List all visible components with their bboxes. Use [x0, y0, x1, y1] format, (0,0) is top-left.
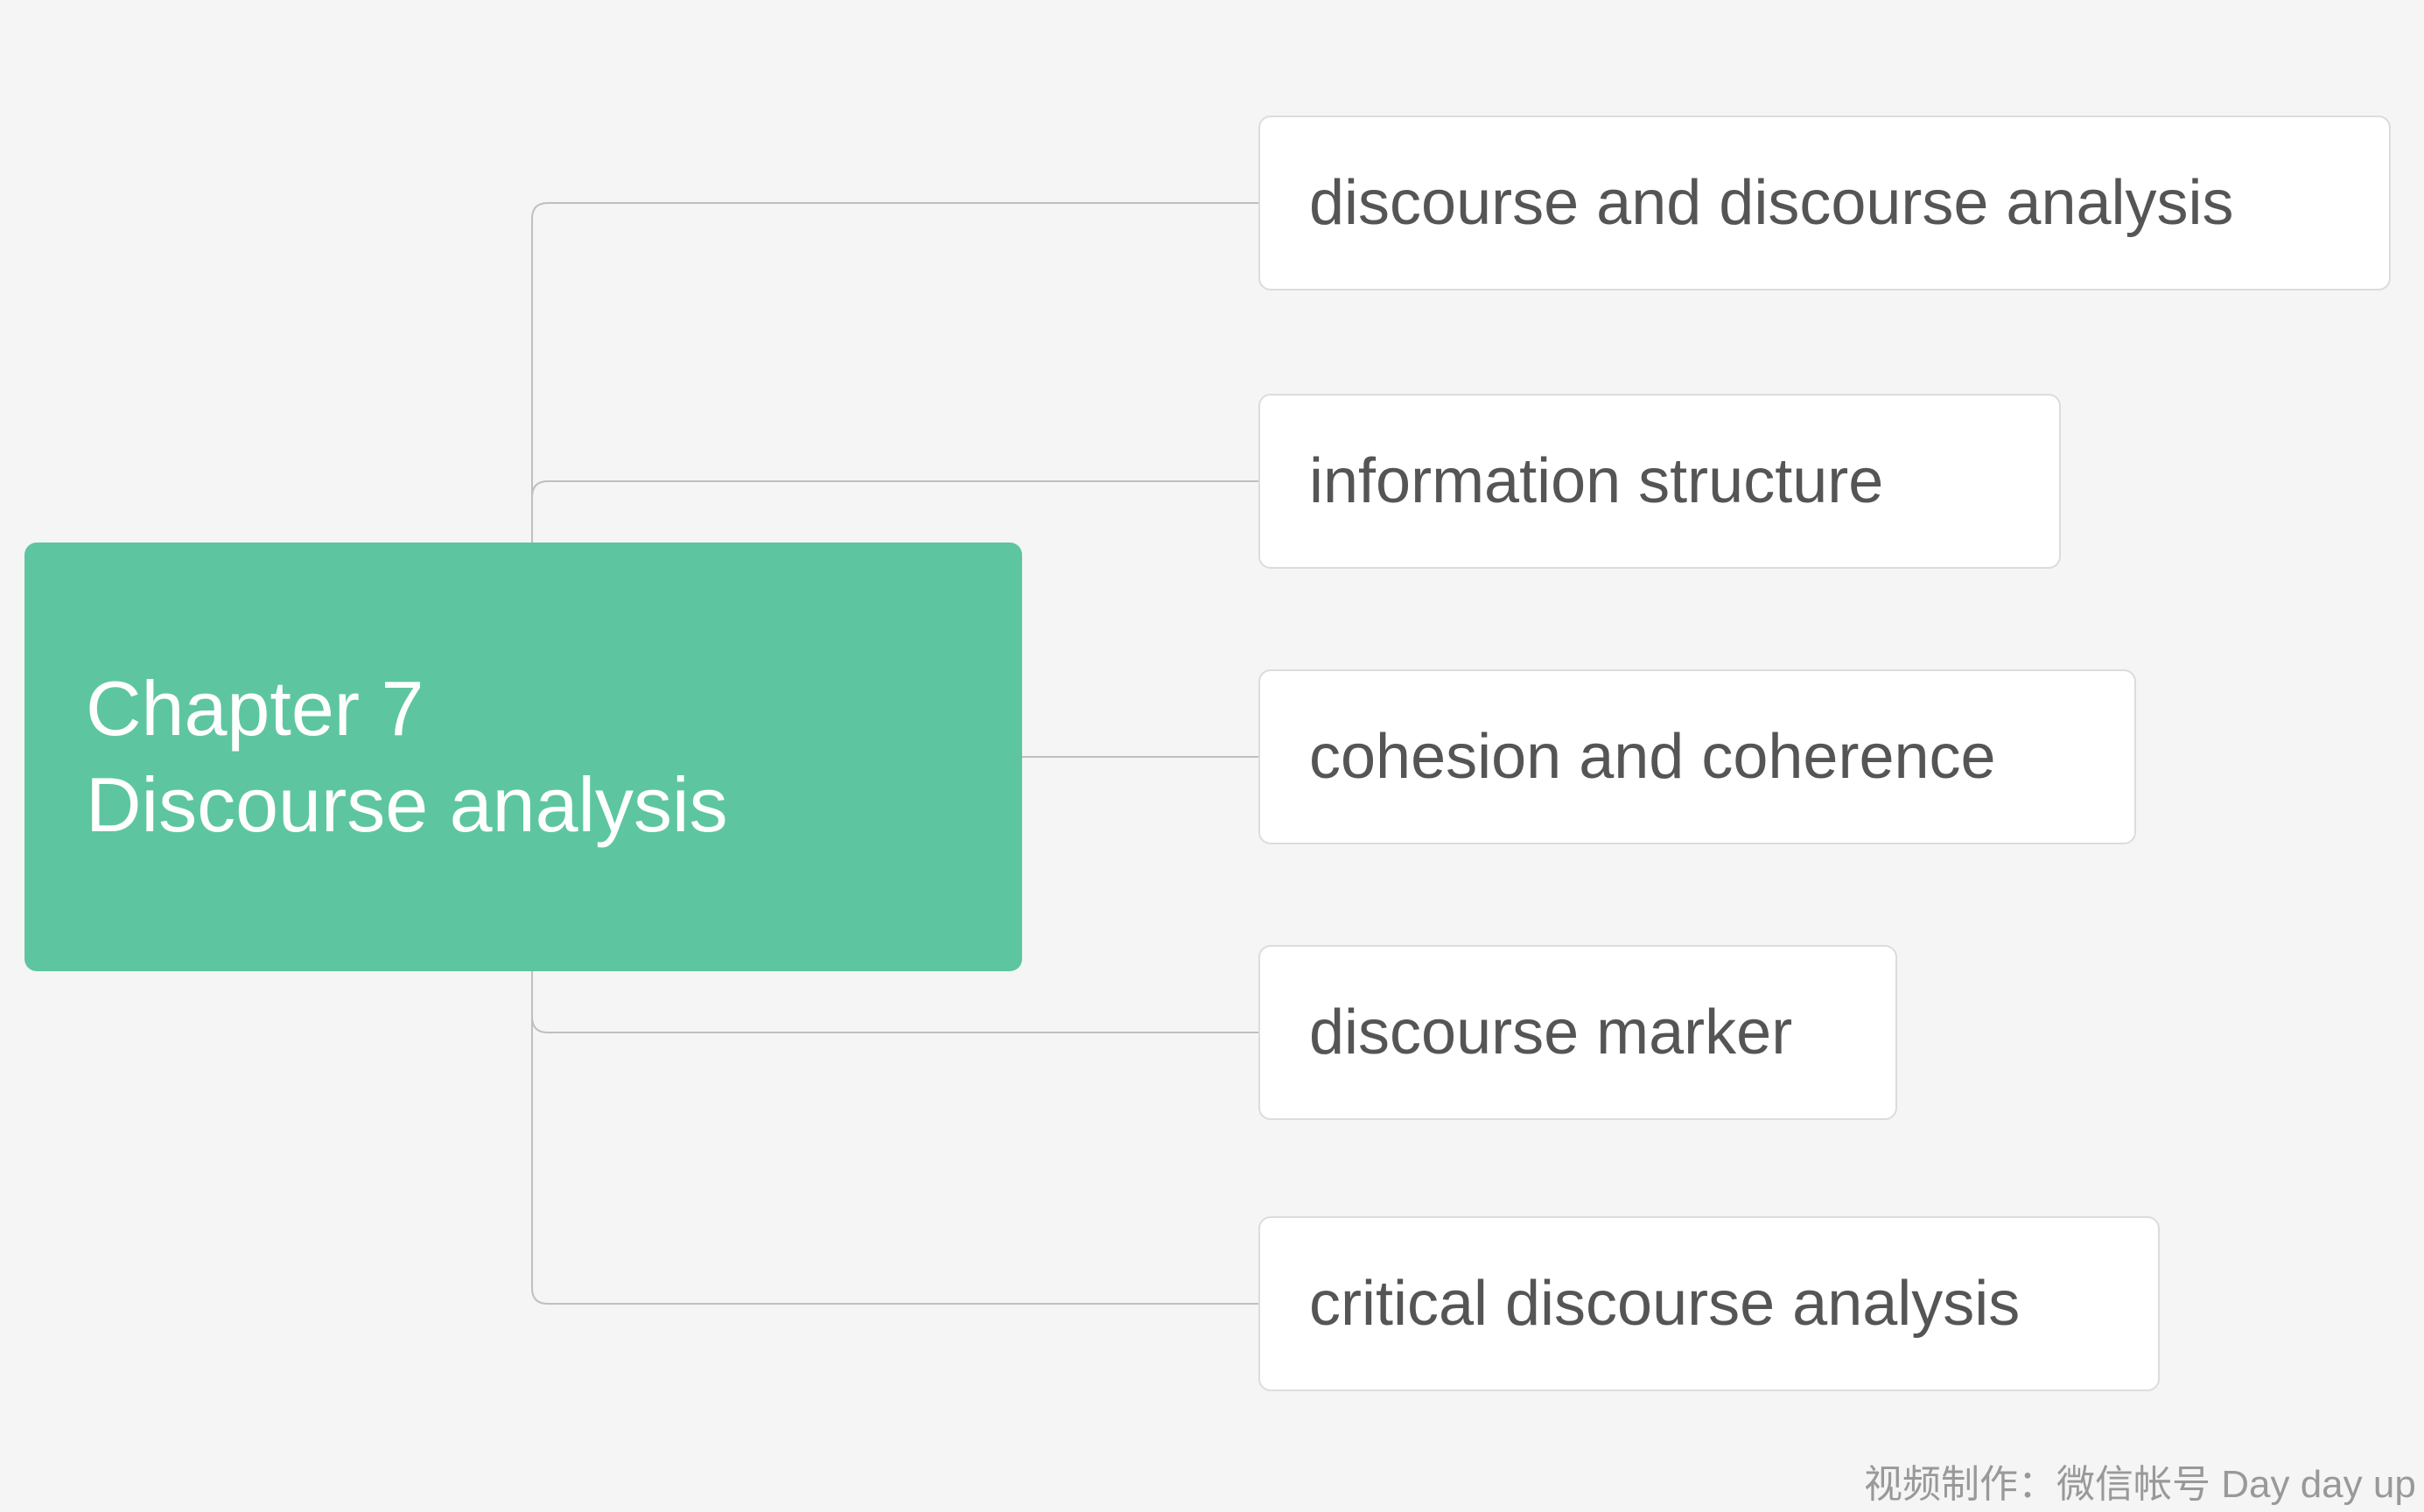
- child-node-3[interactable]: discourse marker: [1258, 945, 1897, 1120]
- child-node-0[interactable]: discourse and discourse analysis: [1258, 116, 2391, 290]
- child-node-4[interactable]: critical discourse analysis: [1258, 1216, 2160, 1391]
- root-title-line2: Discourse analysis: [86, 757, 961, 853]
- child-label: discourse and discourse analysis: [1309, 167, 2234, 239]
- child-label: discourse marker: [1309, 997, 1792, 1068]
- child-label: cohesion and coherence: [1309, 721, 1996, 793]
- watermark-text: 视频制作：微信帐号 Day day up: [1864, 1452, 2416, 1508]
- child-label: critical discourse analysis: [1309, 1268, 2020, 1340]
- child-node-1[interactable]: information structure: [1258, 394, 2061, 569]
- child-label: information structure: [1309, 445, 1883, 517]
- child-node-2[interactable]: cohesion and coherence: [1258, 669, 2136, 844]
- root-title-line1: Chapter 7: [86, 661, 961, 757]
- mindmap-canvas: Chapter 7 Discourse analysis discourse a…: [0, 0, 2424, 1512]
- root-node[interactable]: Chapter 7 Discourse analysis: [25, 542, 1022, 971]
